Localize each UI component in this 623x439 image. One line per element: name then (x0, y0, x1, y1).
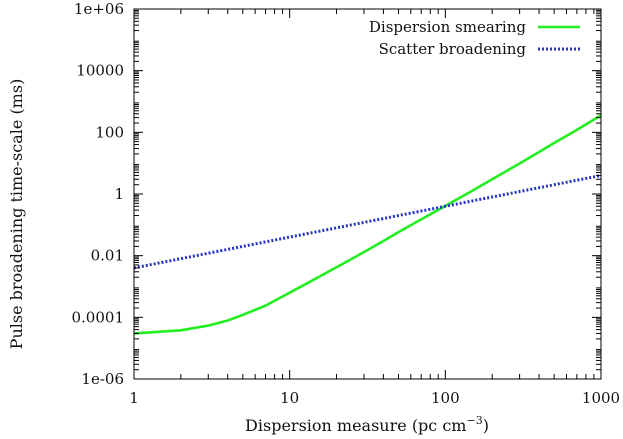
y-tick-label: 100 (95, 123, 124, 141)
y-tick-label: 1e-06 (81, 370, 124, 388)
x-tick-label: 10 (280, 389, 299, 407)
x-axis-title-exponent: −3 (466, 414, 482, 427)
y-axis-title: Pulse broadening time-scale (ms) (7, 79, 26, 350)
plot-frame (133, 8, 602, 380)
axes: 1 10 100 1000 1e-06 0.0001 0.01 1 100 10000 1e+06 (72, 0, 621, 407)
x-tick-label: 1000 (582, 389, 620, 407)
x-axis-title-suffix: ) (483, 416, 489, 435)
legend: Dispersion smearing Scatter broadening (369, 18, 580, 58)
x-tick-label: 100 (431, 389, 460, 407)
x-axis-title-main: Dispersion measure (pc cm (245, 416, 466, 435)
y-tick-label: 0.0001 (72, 308, 125, 326)
y-tick-label: 1e+06 (74, 0, 124, 18)
series-line-scatter-broadening (134, 173, 601, 270)
y-tick-label: 0.01 (91, 247, 124, 265)
legend-label-scatter-broadening: Scatter broadening (379, 40, 527, 58)
plot-area (134, 114, 601, 335)
y-tick-label: 1 (114, 185, 124, 203)
x-axis-title: Dispersion measure (pc cm−3) (245, 414, 489, 435)
y-tick-label: 10000 (76, 62, 124, 80)
legend-label-dispersion-smearing: Dispersion smearing (369, 18, 526, 36)
series-line-dispersion-smearing (134, 114, 601, 335)
x-tick-label: 1 (129, 389, 139, 407)
